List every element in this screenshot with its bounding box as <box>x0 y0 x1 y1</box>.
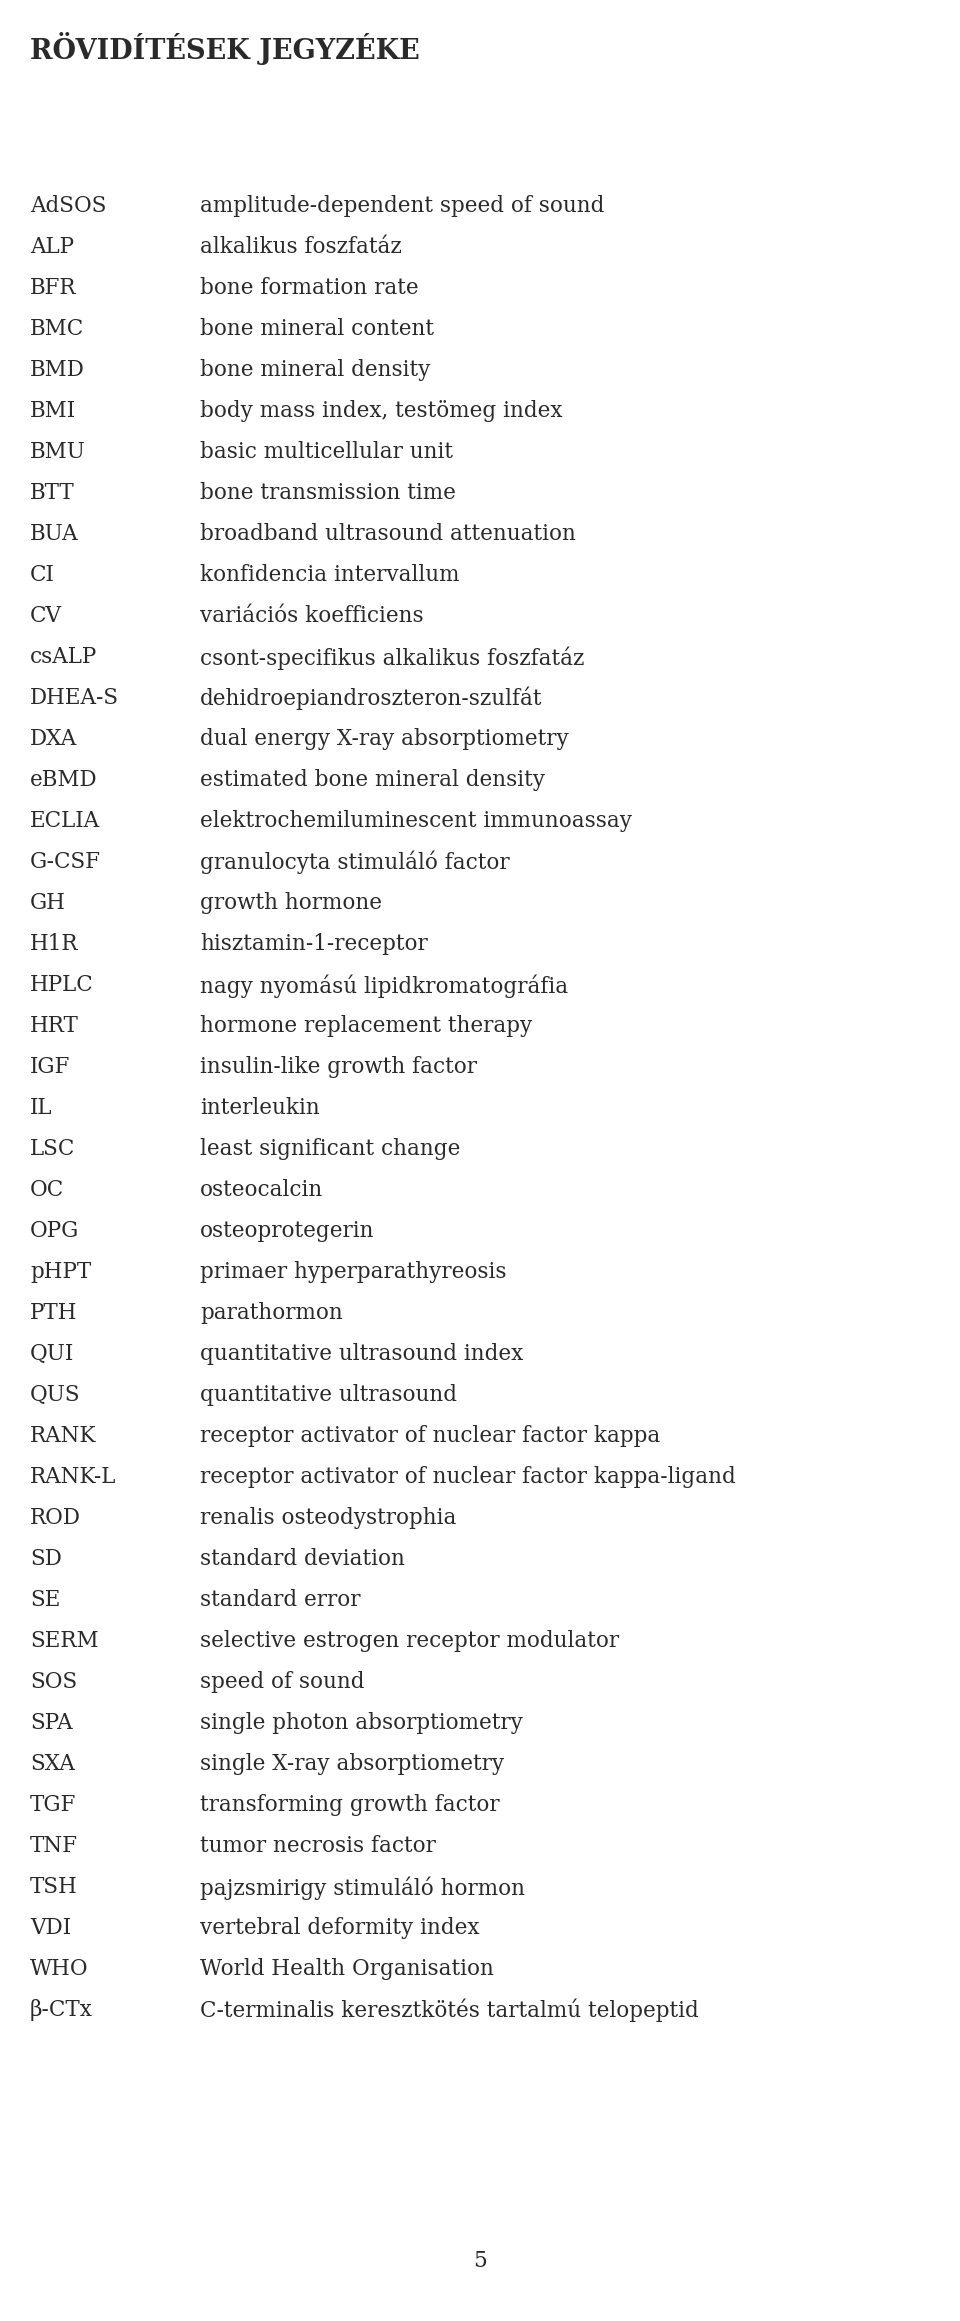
Text: RANK-L: RANK-L <box>30 1467 116 1488</box>
Text: vertebral deformity index: vertebral deformity index <box>200 1917 479 1938</box>
Text: BMI: BMI <box>30 399 76 422</box>
Text: GH: GH <box>30 891 66 914</box>
Text: tumor necrosis factor: tumor necrosis factor <box>200 1836 436 1857</box>
Text: osteoprotegerin: osteoprotegerin <box>200 1221 374 1242</box>
Text: alkalikus foszfatáz: alkalikus foszfatáz <box>200 237 401 258</box>
Text: β-CTx: β-CTx <box>30 1998 93 2022</box>
Text: ECLIA: ECLIA <box>30 810 100 831</box>
Text: RANK: RANK <box>30 1425 97 1446</box>
Text: interleukin: interleukin <box>200 1098 320 1119</box>
Text: nagy nyomású lipidkromatográfia: nagy nyomású lipidkromatográfia <box>200 975 568 998</box>
Text: SPA: SPA <box>30 1713 73 1734</box>
Text: World Health Organisation: World Health Organisation <box>200 1959 493 1980</box>
Text: QUI: QUI <box>30 1344 74 1365</box>
Text: granulocyta stimuláló factor: granulocyta stimuláló factor <box>200 852 510 875</box>
Text: OPG: OPG <box>30 1221 80 1242</box>
Text: renalis osteodystrophia: renalis osteodystrophia <box>200 1506 456 1530</box>
Text: csont-specifikus alkalikus foszfatáz: csont-specifikus alkalikus foszfatáz <box>200 645 585 668</box>
Text: standard deviation: standard deviation <box>200 1548 405 1569</box>
Text: BMU: BMU <box>30 441 85 462</box>
Text: receptor activator of nuclear factor kappa: receptor activator of nuclear factor kap… <box>200 1425 660 1446</box>
Text: body mass index, testömeg index: body mass index, testömeg index <box>200 399 563 422</box>
Text: quantitative ultrasound index: quantitative ultrasound index <box>200 1344 523 1365</box>
Text: CV: CV <box>30 606 62 627</box>
Text: DXA: DXA <box>30 729 77 750</box>
Text: basic multicellular unit: basic multicellular unit <box>200 441 453 462</box>
Text: LSC: LSC <box>30 1137 76 1160</box>
Text: estimated bone mineral density: estimated bone mineral density <box>200 768 545 791</box>
Text: SXA: SXA <box>30 1752 75 1776</box>
Text: variációs koefficiens: variációs koefficiens <box>200 606 423 627</box>
Text: speed of sound: speed of sound <box>200 1671 365 1692</box>
Text: SD: SD <box>30 1548 61 1569</box>
Text: transforming growth factor: transforming growth factor <box>200 1794 499 1815</box>
Text: SE: SE <box>30 1590 60 1611</box>
Text: elektrochemiluminescent immunoassay: elektrochemiluminescent immunoassay <box>200 810 632 831</box>
Text: SERM: SERM <box>30 1629 99 1653</box>
Text: H1R: H1R <box>30 933 79 954</box>
Text: OC: OC <box>30 1179 64 1200</box>
Text: primaer hyperparathyreosis: primaer hyperparathyreosis <box>200 1260 507 1284</box>
Text: dual energy X-ray absorptiometry: dual energy X-ray absorptiometry <box>200 729 568 750</box>
Text: TSH: TSH <box>30 1875 78 1899</box>
Text: BMD: BMD <box>30 360 84 381</box>
Text: BTT: BTT <box>30 483 75 504</box>
Text: G-CSF: G-CSF <box>30 852 101 873</box>
Text: ROD: ROD <box>30 1506 81 1530</box>
Text: bone formation rate: bone formation rate <box>200 276 419 299</box>
Text: 5: 5 <box>473 2249 487 2272</box>
Text: pHPT: pHPT <box>30 1260 91 1284</box>
Text: eBMD: eBMD <box>30 768 98 791</box>
Text: bone mineral content: bone mineral content <box>200 318 434 339</box>
Text: TNF: TNF <box>30 1836 78 1857</box>
Text: insulin-like growth factor: insulin-like growth factor <box>200 1056 477 1077</box>
Text: SOS: SOS <box>30 1671 77 1692</box>
Text: hormone replacement therapy: hormone replacement therapy <box>200 1014 532 1037</box>
Text: TGF: TGF <box>30 1794 77 1815</box>
Text: C-terminalis keresztkötés tartalmú telopeptid: C-terminalis keresztkötés tartalmú telop… <box>200 1998 699 2022</box>
Text: bone mineral density: bone mineral density <box>200 360 430 381</box>
Text: HPLC: HPLC <box>30 975 94 996</box>
Text: PTH: PTH <box>30 1302 78 1323</box>
Text: amplitude-dependent speed of sound: amplitude-dependent speed of sound <box>200 195 605 216</box>
Text: broadband ultrasound attenuation: broadband ultrasound attenuation <box>200 522 576 545</box>
Text: parathormon: parathormon <box>200 1302 343 1323</box>
Text: pajzsmirigy stimuláló hormon: pajzsmirigy stimuláló hormon <box>200 1875 525 1899</box>
Text: IL: IL <box>30 1098 53 1119</box>
Text: BUA: BUA <box>30 522 79 545</box>
Text: csALP: csALP <box>30 645 97 668</box>
Text: ALP: ALP <box>30 237 74 258</box>
Text: quantitative ultrasound: quantitative ultrasound <box>200 1383 457 1407</box>
Text: single X-ray absorptiometry: single X-ray absorptiometry <box>200 1752 504 1776</box>
Text: IGF: IGF <box>30 1056 70 1077</box>
Text: BFR: BFR <box>30 276 77 299</box>
Text: selective estrogen receptor modulator: selective estrogen receptor modulator <box>200 1629 619 1653</box>
Text: single photon absorptiometry: single photon absorptiometry <box>200 1713 523 1734</box>
Text: dehidroepiandroszteron-szulfát: dehidroepiandroszteron-szulfát <box>200 687 542 710</box>
Text: QUS: QUS <box>30 1383 81 1407</box>
Text: bone transmission time: bone transmission time <box>200 483 456 504</box>
Text: CI: CI <box>30 564 55 585</box>
Text: VDI: VDI <box>30 1917 71 1938</box>
Text: HRT: HRT <box>30 1014 79 1037</box>
Text: RÖVIDÍTÉSEK JEGYZÉKE: RÖVIDÍTÉSEK JEGYZÉKE <box>30 32 420 65</box>
Text: hisztamin-1-receptor: hisztamin-1-receptor <box>200 933 428 954</box>
Text: standard error: standard error <box>200 1590 361 1611</box>
Text: konfidencia intervallum: konfidencia intervallum <box>200 564 460 585</box>
Text: receptor activator of nuclear factor kappa-ligand: receptor activator of nuclear factor kap… <box>200 1467 735 1488</box>
Text: least significant change: least significant change <box>200 1137 461 1160</box>
Text: AdSOS: AdSOS <box>30 195 107 216</box>
Text: growth hormone: growth hormone <box>200 891 382 914</box>
Text: BMC: BMC <box>30 318 84 339</box>
Text: WHO: WHO <box>30 1959 88 1980</box>
Text: DHEA-S: DHEA-S <box>30 687 119 708</box>
Text: osteocalcin: osteocalcin <box>200 1179 324 1200</box>
